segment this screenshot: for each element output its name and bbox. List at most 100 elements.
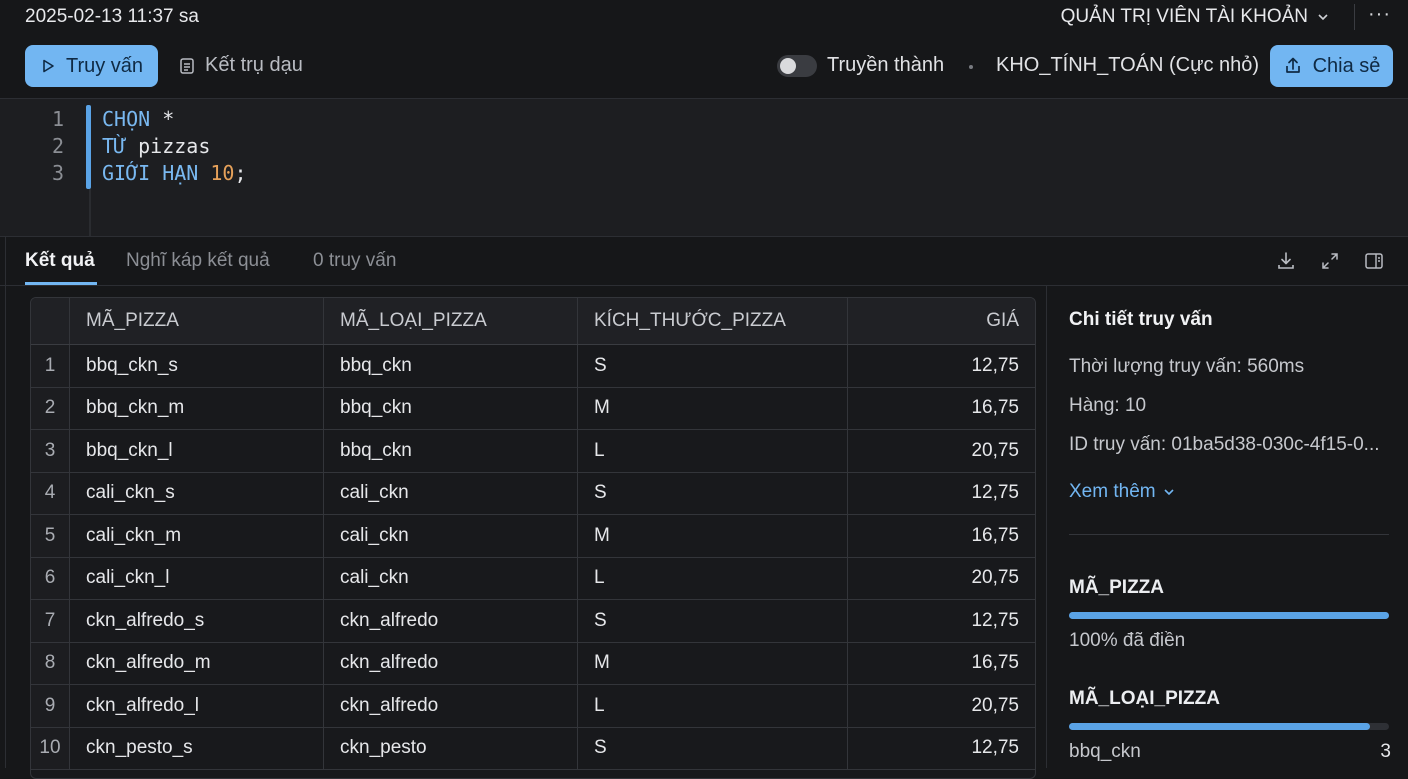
tab-queries[interactable]: 0 truy vấn: [313, 250, 397, 271]
table-cell[interactable]: ckn_alfredo: [323, 684, 578, 728]
run-query-button[interactable]: Truy vấn: [25, 45, 158, 87]
table-cell[interactable]: cali_ckn_l: [69, 557, 324, 600]
table-cell[interactable]: cali_ckn: [323, 557, 578, 600]
table-row[interactable]: 7 ckn_alfredo_s ckn_alfredo S 12,75: [31, 599, 1035, 643]
table-cell[interactable]: S: [577, 599, 848, 643]
table-cell[interactable]: ckn_pesto_s: [69, 727, 324, 770]
table-cell[interactable]: 16,75: [847, 642, 1035, 685]
table-cell[interactable]: L: [577, 684, 848, 728]
table-cell[interactable]: S: [577, 472, 848, 515]
format-label: Kết trụ dạu: [205, 54, 303, 76]
table-cell[interactable]: cali_ckn_m: [69, 514, 324, 558]
see-more-label: Xem thêm: [1069, 481, 1156, 502]
tab-results[interactable]: Kết quả: [25, 250, 95, 271]
table-row[interactable]: 2 bbq_ckn_m bbq_ckn M 16,75: [31, 387, 1035, 430]
chevron-down-icon: [1164, 489, 1174, 496]
table-row[interactable]: 8 ckn_alfredo_m ckn_alfredo M 16,75: [31, 642, 1035, 685]
table-cell[interactable]: ckn_alfredo: [323, 642, 578, 685]
format-button[interactable]: Kết trụ dạu: [178, 54, 303, 77]
table-cell[interactable]: bbq_ckn: [323, 387, 578, 430]
column-header[interactable]: MÃ_LOẠI_PIZZA: [323, 298, 578, 345]
table-row[interactable]: 1 bbq_ckn_s bbq_ckn S 12,75: [31, 344, 1035, 388]
table-header-row: MÃ_PIZZA MÃ_LOẠI_PIZZA KÍCH_THƯỚC_PIZZA …: [31, 298, 1035, 345]
table-cell[interactable]: 16,75: [847, 387, 1035, 430]
table-cell[interactable]: 12,75: [847, 599, 1035, 643]
table-cell[interactable]: cali_ckn_s: [69, 472, 324, 515]
table-cell[interactable]: L: [577, 429, 848, 473]
table-row[interactable]: 4 cali_ckn_s cali_ckn S 12,75: [31, 472, 1035, 515]
table-cell[interactable]: 20,75: [847, 684, 1035, 728]
code-rest: *: [150, 107, 175, 131]
table-cell[interactable]: L: [577, 557, 848, 600]
table-cell[interactable]: S: [577, 727, 848, 770]
account-menu[interactable]: QUẢN TRỊ VIÊN TÀI KHOẢN: [1061, 6, 1330, 28]
stream-toggle[interactable]: [777, 55, 817, 77]
row-index-header: [31, 298, 70, 345]
share-button[interactable]: Chia sẻ: [1270, 45, 1393, 87]
table-cell[interactable]: ckn_alfredo: [323, 599, 578, 643]
see-more-link[interactable]: Xem thêm: [1069, 481, 1176, 503]
table-cell[interactable]: bbq_ckn_m: [69, 387, 324, 430]
table-cell[interactable]: bbq_ckn_s: [69, 344, 324, 388]
timestamp: 2025-02-13 11:37 sa: [25, 6, 199, 27]
column-header[interactable]: KÍCH_THƯỚC_PIZZA: [577, 298, 848, 345]
expand-icon[interactable]: [1319, 250, 1341, 272]
table-cell[interactable]: bbq_ckn: [323, 344, 578, 388]
query-id[interactable]: ID truy vấn: 01ba5d38-030c-4f15-0...: [1069, 434, 1380, 455]
table-row[interactable]: 3 bbq_ckn_l bbq_ckn L 20,75: [31, 429, 1035, 473]
top-value-count: 3: [1380, 741, 1391, 762]
more-options-icon[interactable]: ···: [1368, 3, 1391, 25]
table-cell[interactable]: 16,75: [847, 514, 1035, 558]
code-end: ;: [234, 161, 247, 185]
download-icon[interactable]: [1275, 250, 1297, 272]
code-line: 1 CHỌN *: [0, 107, 1000, 135]
sql-editor[interactable]: 1 CHỌN * 2 TỪ pizzas 3 GIỚI HẠN 10;: [0, 99, 1408, 237]
code-text: TỪ pizzas: [102, 134, 210, 158]
row-count: Hàng: 10: [1069, 395, 1147, 416]
side-panel-icon[interactable]: [1363, 250, 1385, 272]
tab-history[interactable]: Nghĩ káp kết quả: [126, 250, 270, 271]
table-cell[interactable]: ckn_alfredo_s: [69, 599, 324, 643]
table-cell[interactable]: M: [577, 642, 848, 685]
warehouse-selector[interactable]: KHO_TÍNH_TOÁN (Cực nhỏ): [996, 54, 1260, 76]
table-cell[interactable]: cali_ckn: [323, 472, 578, 515]
table-row[interactable]: 6 cali_ckn_l cali_ckn L 20,75: [31, 557, 1035, 600]
active-tab-indicator: [25, 282, 97, 285]
play-icon: [43, 59, 54, 73]
frame-edge: [5, 98, 6, 768]
fill-bar-value: [1069, 723, 1370, 730]
column-header[interactable]: GIÁ: [847, 298, 1035, 345]
table-cell[interactable]: ckn_alfredo_l: [69, 684, 324, 728]
table-cell[interactable]: M: [577, 514, 848, 558]
results-table: MÃ_PIZZA MÃ_LOẠI_PIZZA KÍCH_THƯỚC_PIZZA …: [30, 297, 1036, 779]
fill-percent: 100% đã điền: [1069, 630, 1186, 651]
column-header[interactable]: MÃ_PIZZA: [69, 298, 324, 345]
table-row[interactable]: 9 ckn_alfredo_l ckn_alfredo L 20,75: [31, 684, 1035, 728]
fill-bar: [1069, 612, 1389, 619]
code-text: CHỌN *: [102, 107, 174, 131]
table-cell[interactable]: bbq_ckn: [323, 429, 578, 473]
table-cell[interactable]: 20,75: [847, 429, 1035, 473]
row-index: 2: [31, 387, 70, 430]
table-cell[interactable]: cali_ckn: [323, 514, 578, 558]
table-cell[interactable]: bbq_ckn_l: [69, 429, 324, 473]
code-text: GIỚI HẠN 10;: [102, 161, 247, 185]
document-icon: [180, 57, 194, 74]
table-cell[interactable]: 12,75: [847, 344, 1035, 388]
table-cell[interactable]: S: [577, 344, 848, 388]
code-line: 3 GIỚI HẠN 10;: [0, 161, 1000, 189]
table-cell[interactable]: 12,75: [847, 472, 1035, 515]
panel-title: Chi tiết truy vấn: [1069, 309, 1213, 330]
table-cell[interactable]: 12,75: [847, 727, 1035, 770]
stream-toggle-label: Truyền thành: [827, 54, 945, 76]
table-cell[interactable]: ckn_alfredo_m: [69, 642, 324, 685]
table-cell[interactable]: 20,75: [847, 557, 1035, 600]
table-row[interactable]: 10 ckn_pesto_s ckn_pesto S 12,75: [31, 727, 1035, 770]
keyword: CHỌN: [102, 107, 151, 131]
row-index: 9: [31, 684, 70, 728]
table-cell[interactable]: M: [577, 387, 848, 430]
row-index: 7: [31, 599, 70, 643]
table-row[interactable]: 5 cali_ckn_m cali_ckn M 16,75: [31, 514, 1035, 558]
line-number: 1: [51, 107, 64, 131]
table-cell[interactable]: ckn_pesto: [323, 727, 578, 770]
